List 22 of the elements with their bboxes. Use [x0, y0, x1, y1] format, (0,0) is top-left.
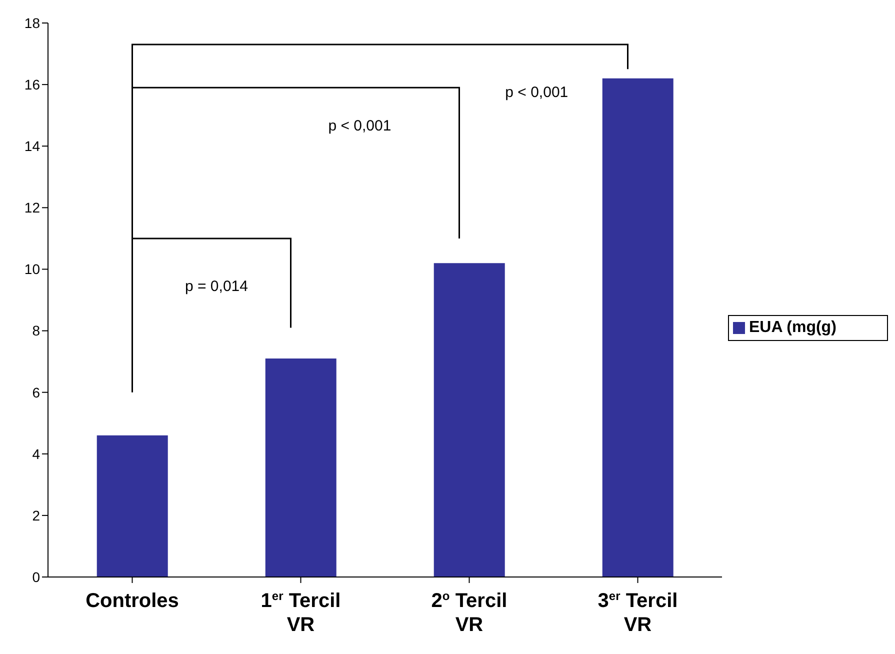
annotation: p < 0,001 — [505, 84, 568, 101]
y-tick-label: 0 — [32, 568, 40, 585]
y-tick-label: 10 — [24, 261, 40, 278]
y-tick-label: 4 — [32, 446, 40, 462]
bar — [265, 358, 336, 577]
y-tick-label: 18 — [24, 14, 40, 31]
annotation: p < 0,001 — [328, 118, 392, 135]
y-tick-label: 12 — [24, 200, 40, 216]
annotation: p = 0,014 — [185, 278, 248, 295]
y-tick-label: 8 — [32, 322, 40, 339]
x-tick-label: 1$^{er}$ Tercil VR — [260, 589, 341, 636]
y-tick-label: 2 — [32, 507, 40, 524]
x-tick-label: 3$^{er}$ Tercil VR — [598, 589, 678, 636]
y-tick-label: 16 — [24, 76, 40, 93]
legend-label: EUA (mg(g) — [749, 319, 836, 336]
y-tick-label: 6 — [32, 384, 40, 400]
y-tick-label: 14 — [24, 138, 40, 154]
bar — [602, 78, 674, 577]
bar — [96, 435, 168, 577]
x-tick-label: 2$^{o}$ Tercil VR — [431, 589, 508, 636]
bar — [434, 263, 505, 577]
x-tick-label: Controles — [86, 590, 179, 612]
